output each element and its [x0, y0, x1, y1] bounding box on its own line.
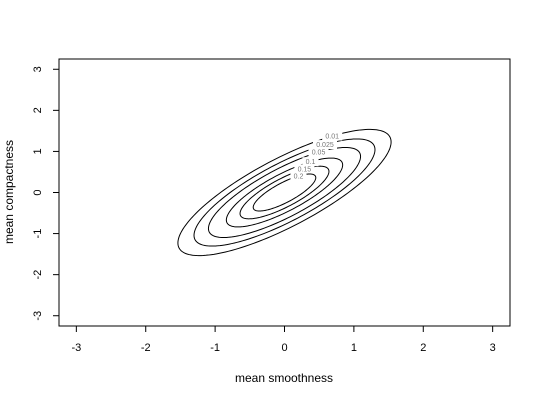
y-tick-label: 1: [32, 148, 44, 154]
x-tick-label: -3: [71, 342, 81, 354]
contour-label: 0.05: [312, 150, 326, 157]
y-axis: -3 -2 -1 0 1 2 3: [32, 66, 59, 321]
contour-label-bg: [302, 157, 319, 167]
contour-label-bg: [312, 140, 337, 150]
x-tick-label: 0: [281, 342, 287, 354]
y-tick-label: -1: [32, 229, 44, 239]
plot-frame: [58, 58, 511, 327]
y-axis-title: mean compactness: [2, 140, 16, 244]
x-tick-label: 3: [490, 342, 496, 354]
contour-label-bg: [322, 131, 343, 141]
y-tick-label: 3: [32, 66, 44, 72]
x-tick-label: -1: [210, 342, 220, 354]
contour-lines: [177, 128, 392, 257]
contour-line: [177, 128, 392, 257]
contour-label: 0.025: [316, 142, 334, 149]
contour-label: 0.1: [306, 159, 316, 166]
y-tick-label: -3: [32, 311, 44, 321]
y-tick-label: 2: [32, 107, 44, 113]
contour-label: 0.2: [294, 173, 304, 180]
x-tick-label: -2: [141, 342, 151, 354]
x-axis: -3 -2 -1 0 1 2 3: [71, 326, 496, 354]
contour-line: [225, 157, 344, 228]
x-tick-label: 1: [351, 342, 357, 354]
contour-line: [207, 146, 362, 239]
contour-line: [193, 138, 376, 247]
contour-label: 0.15: [298, 166, 312, 173]
contour-label-bg: [308, 147, 329, 157]
contour-label-bg: [290, 171, 307, 181]
contour-line: [239, 165, 330, 220]
y-tick-label: -2: [32, 270, 44, 280]
x-axis-title: mean smoothness: [235, 371, 333, 385]
y-tick-label: 0: [32, 189, 44, 195]
contour-label-bg: [294, 164, 315, 174]
x-tick-label: 2: [420, 342, 426, 354]
contour-label: 0.01: [325, 134, 339, 141]
